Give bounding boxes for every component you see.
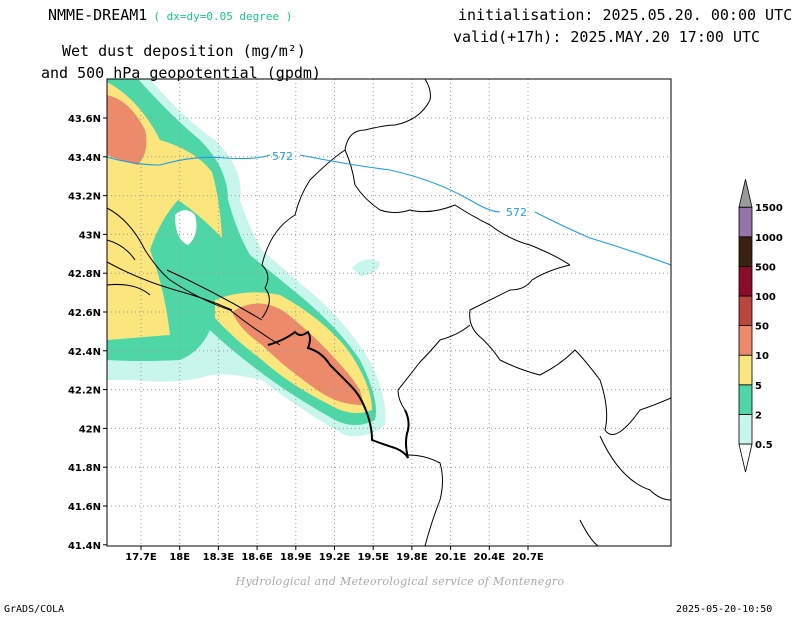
legend-underflow-triangle — [738, 443, 753, 473]
legend-colorbar: 0.5 2 5 10 50 100 500 1000 1500 — [738, 179, 783, 473]
legend-level-label: 10 — [755, 351, 769, 362]
lat-tick-label: 42.2N — [68, 386, 101, 397]
lon-tick-label: 18.9E — [280, 552, 312, 563]
lat-tick-label: 43N — [79, 230, 101, 241]
lon-tick-label: 19.8E — [396, 552, 428, 563]
legend-level-label: 5 — [755, 381, 762, 392]
generation-timestamp: 2025-05-20-10:50 — [676, 604, 773, 615]
border-line — [107, 261, 233, 311]
legend-swatch-0.5 — [738, 413, 753, 445]
geopotential-contours: 572 572 — [107, 150, 671, 266]
border-line — [107, 207, 281, 346]
legend-level-label: 100 — [755, 292, 776, 303]
lon-tick-label: 18E — [169, 552, 190, 563]
legend-swatch-1000 — [738, 206, 753, 238]
lon-tick-label: 20.4E — [474, 552, 506, 563]
border-line — [261, 79, 431, 319]
legend-swatch-2 — [738, 384, 753, 415]
lon-tick-label: 20.7E — [512, 552, 544, 563]
lat-tick-label: 41.4N — [68, 541, 101, 552]
lat-tick-label: 42.4N — [68, 347, 101, 358]
latitude-axis: 43.6N 43.4N 43.2N 43N 42.8N 42.6N 42.4N 42.2N 42… — [68, 114, 107, 552]
lat-tick-label: 43.4N — [68, 153, 101, 164]
border-line — [166, 269, 263, 321]
software-label: GrADS/COLA — [4, 604, 65, 615]
lon-tick-label: 20.1E — [435, 552, 467, 563]
border-line — [599, 435, 671, 501]
lat-tick-label: 41.8N — [68, 463, 101, 474]
country-borders — [107, 79, 671, 546]
contour-label: 572 — [272, 150, 293, 163]
legend-overflow-triangle — [738, 179, 753, 208]
lat-tick-label: 43.6N — [68, 114, 101, 125]
border-line — [344, 149, 571, 266]
border-line — [397, 324, 471, 411]
border-line — [469, 264, 671, 435]
longitude-axis: 17.7E 18E 18.3E 18.6E 18.9E 19.2E 19.5E 19.8E 20… — [125, 546, 544, 563]
initialisation-time: initialisation: 2025.05.20. 00:00 UTC — [458, 6, 793, 24]
legend-level-label: 2 — [755, 410, 762, 421]
legend-level-label: 50 — [755, 322, 769, 333]
credit-line: Hydrological and Meteorological service … — [235, 575, 565, 588]
montenegro-outline — [267, 330, 410, 459]
dust-deposition-field — [107, 79, 386, 437]
border-line — [579, 519, 599, 546]
lon-tick-label: 17.7E — [125, 552, 157, 563]
lat-tick-label: 41.6N — [68, 502, 101, 513]
lon-tick-label: 19.5E — [357, 552, 389, 563]
geopotential-572-contour — [107, 154, 671, 266]
border-line — [107, 284, 151, 296]
legend-swatch-5 — [738, 354, 753, 386]
legend-level-label: 0.5 — [755, 440, 773, 451]
legend-level-label: 1000 — [755, 233, 783, 244]
model-title: NMME-DREAM1 ( dx=dy=0.05 degree ) — [48, 6, 292, 24]
lat-tick-label: 42N — [79, 424, 101, 435]
grid-resolution: ( dx=dy=0.05 degree ) — [153, 10, 293, 23]
legend-level-label: 1500 — [755, 203, 783, 214]
lat-tick-label: 43.2N — [68, 192, 101, 203]
legend-swatch-500 — [738, 236, 753, 267]
deposition-level-10 — [107, 95, 147, 165]
deposition-level-10 — [232, 303, 363, 405]
lat-tick-label: 42.6N — [68, 308, 101, 319]
model-name: NMME-DREAM1 — [48, 6, 148, 24]
border-line — [407, 454, 443, 546]
legend-swatch-50 — [738, 295, 753, 327]
lon-tick-label: 19.2E — [319, 552, 351, 563]
field-title-line1: Wet dust deposition (mg/m²) — [62, 42, 306, 60]
deposition-gap — [175, 210, 197, 245]
legend-swatch-10 — [738, 325, 753, 356]
legend-level-label: 500 — [755, 262, 776, 273]
valid-time: valid(+17h): 2025.MAY.20 17:00 UTC — [453, 28, 761, 46]
lat-tick-label: 42.8N — [68, 269, 101, 280]
field-title-line2: and 500 hPa geopotential (gpdm) — [41, 64, 321, 82]
lon-tick-label: 18.6E — [241, 552, 273, 563]
border-line — [107, 239, 136, 261]
contour-label: 572 — [506, 206, 527, 219]
legend-swatch-100 — [738, 265, 753, 297]
lon-tick-label: 18.3E — [203, 552, 235, 563]
